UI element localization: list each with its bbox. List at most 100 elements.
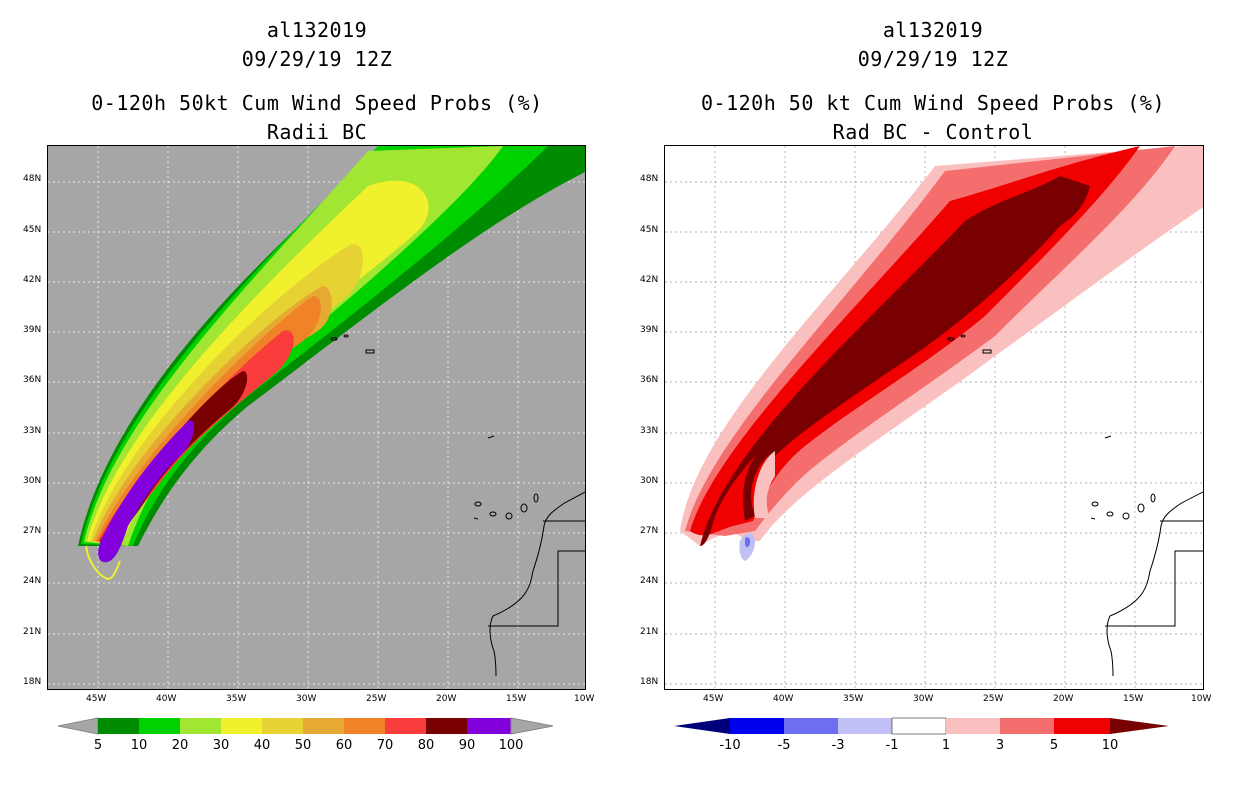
right-lat-label: 24N [640, 576, 659, 586]
left-lat-label: 21N [23, 627, 42, 637]
right-colorbar-label: -5 [777, 738, 791, 753]
right-lat-label: 18N [640, 677, 659, 687]
left-lon-label: 45W [86, 694, 107, 704]
left-title-storm-id: al132019 [266, 18, 368, 42]
right-lat-label: 33N [640, 426, 659, 436]
right-map [664, 145, 1204, 690]
right-colorbar [674, 717, 1169, 735]
left-lon-label: 25W [366, 694, 387, 704]
right-colorbar-swatch [946, 718, 1000, 734]
right-colorbar-swatch [730, 718, 784, 734]
left-colorbar-swatch [180, 718, 221, 734]
right-colorbar-label: -3 [831, 738, 845, 753]
left-title-date: 09/29/19 12Z [241, 47, 393, 71]
right-negative-3 [745, 537, 751, 547]
left-lat-label: 39N [23, 325, 42, 335]
left-band-5 [78, 146, 585, 546]
left-lon-label: 30W [296, 694, 317, 704]
right-lon-label: 20W [1053, 694, 1074, 704]
left-colorbar-swatch [303, 718, 344, 734]
left-colorbar-high-arrow [510, 717, 554, 735]
right-lon-label: 15W [1123, 694, 1144, 704]
left-colorbar-low-arrow [58, 717, 99, 735]
right-colorbar-label: -10 [719, 738, 741, 753]
left-colorbar-swatch [385, 718, 426, 734]
right-lon-label: 35W [843, 694, 864, 704]
right-colorbar-high-arrow [1110, 718, 1169, 734]
right-title-subtitle: Rad BC - Control [832, 120, 1034, 144]
left-lat-label: 27N [23, 526, 42, 536]
right-lat-label: 36N [640, 375, 659, 385]
left-colorbar-swatch [139, 718, 180, 734]
right-lat-label: 39N [640, 325, 659, 335]
left-colorbar-label: 20 [171, 738, 189, 753]
right-lon-label: 10W [1191, 694, 1212, 704]
right-lat-label: 48N [640, 174, 659, 184]
left-colorbar-label: 40 [253, 738, 271, 753]
left-coastline [330, 334, 585, 677]
right-lat-label: 45N [640, 225, 659, 235]
right-colorbar-label: 1 [941, 738, 951, 753]
right-colorbar-label: 3 [995, 738, 1005, 753]
left-lat-label: 24N [23, 576, 42, 586]
right-lat-label: 42N [640, 275, 659, 285]
right-colorbar-low-arrow [674, 718, 730, 734]
left-lon-label: 20W [436, 694, 457, 704]
left-colorbar-label: 70 [376, 738, 394, 753]
right-map-svg [665, 146, 1203, 689]
right-colorbar-swatch [1054, 718, 1110, 734]
left-lat-label: 42N [23, 275, 42, 285]
right-colorbar-swatch [838, 718, 892, 734]
right-colorbar-swatch [891, 717, 947, 735]
left-colorbar [58, 717, 554, 735]
right-colorbar-label: 10 [1101, 738, 1119, 753]
right-notch [753, 451, 775, 518]
right-lat-label: 30N [640, 476, 659, 486]
left-colorbar-label: 30 [212, 738, 230, 753]
right-colorbar-swatch [784, 718, 838, 734]
right-coastline [947, 334, 1203, 677]
right-lon-label: 45W [703, 694, 724, 704]
left-map [47, 145, 586, 690]
left-colorbar-label: 60 [335, 738, 353, 753]
left-band-10 [81, 146, 548, 546]
left-lat-label: 36N [23, 375, 42, 385]
left-lon-label: 40W [156, 694, 177, 704]
left-lat-label: 30N [23, 476, 42, 486]
right-title-date: 09/29/19 12Z [857, 47, 1009, 71]
left-colorbar-label: 10 [130, 738, 148, 753]
left-title-product: 0-120h 50kt Cum Wind Speed Probs (%) [91, 91, 543, 115]
right-title-storm-id: al132019 [882, 18, 984, 42]
left-colorbar-label: 80 [417, 738, 435, 753]
left-lon-label: 35W [226, 694, 247, 704]
left-colorbar-swatch [262, 718, 303, 734]
left-colorbar-swatch [426, 718, 467, 734]
right-lon-label: 30W [913, 694, 934, 704]
left-lon-label: 15W [506, 694, 527, 704]
left-colorbar-swatch [221, 718, 262, 734]
left-tip-outline [85, 545, 121, 581]
left-colorbar-label: 5 [93, 738, 103, 753]
left-band-90 [98, 420, 195, 563]
left-lon-label: 10W [574, 694, 595, 704]
left-colorbar-swatch [467, 718, 511, 734]
left-map-svg [48, 146, 585, 689]
right-title-product: 0-120h 50 kt Cum Wind Speed Probs (%) [700, 91, 1166, 115]
left-lat-label: 33N [23, 426, 42, 436]
right-lon-label: 25W [983, 694, 1004, 704]
right-colorbar-swatch [1000, 718, 1054, 734]
left-colorbar-label: 90 [458, 738, 476, 753]
left-colorbar-label: 50 [294, 738, 312, 753]
right-negative-1 [739, 533, 755, 561]
left-lat-label: 45N [23, 225, 42, 235]
left-colorbar-label: 100 [498, 738, 524, 753]
left-colorbar-swatch [344, 718, 385, 734]
left-lat-label: 48N [23, 174, 42, 184]
left-colorbar-swatch [98, 718, 139, 734]
left-lat-label: 18N [23, 677, 42, 687]
right-colorbar-label: 5 [1049, 738, 1059, 753]
right-lat-label: 27N [640, 526, 659, 536]
right-lat-label: 21N [640, 627, 659, 637]
right-band-10 [700, 176, 1090, 546]
left-title-subtitle: Radii BC [266, 120, 368, 144]
